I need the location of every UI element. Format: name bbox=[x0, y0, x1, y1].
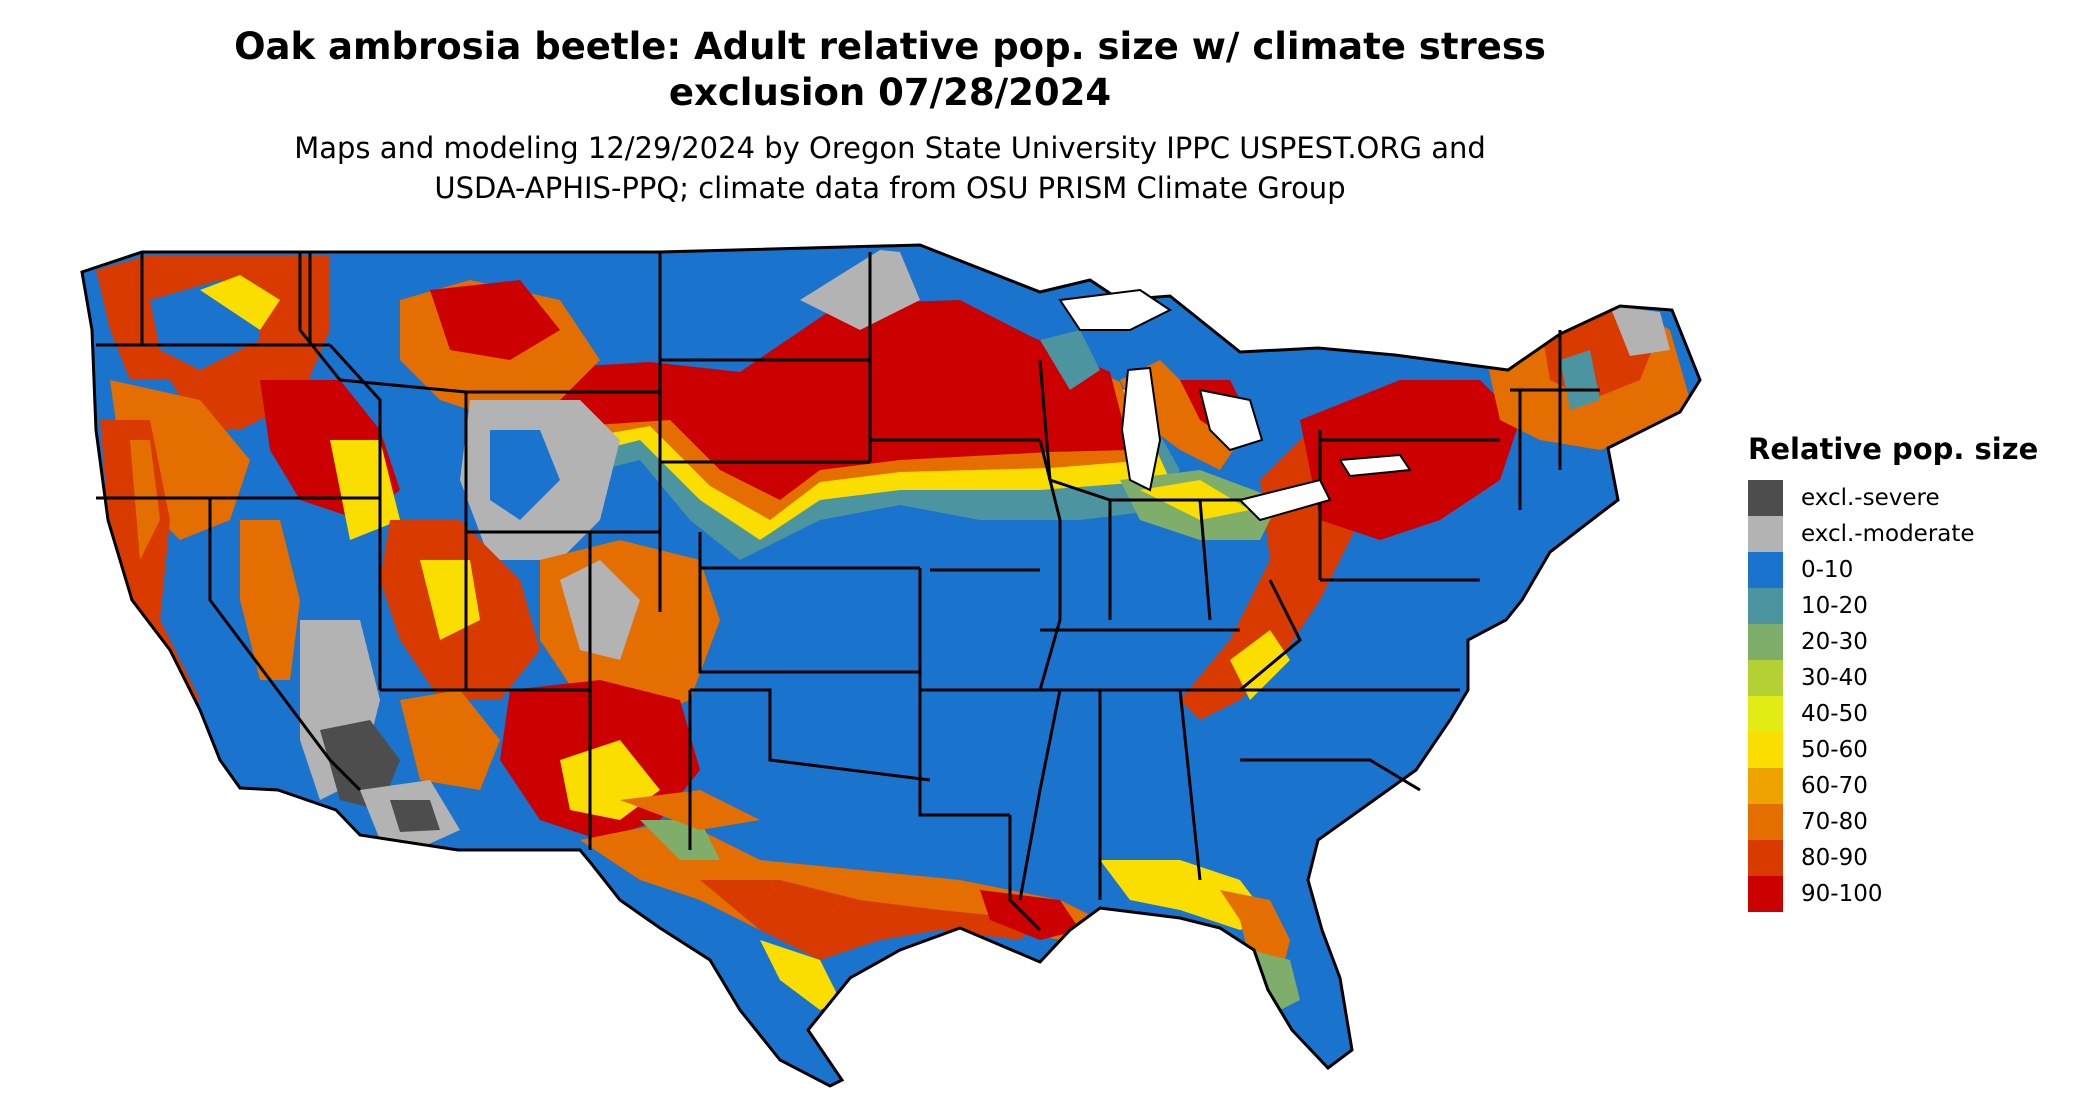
legend-swatch bbox=[1748, 876, 1783, 912]
legend-label: 0-10 bbox=[1801, 557, 1854, 583]
legend-item: 90-100 bbox=[1748, 876, 2038, 912]
great-lakes bbox=[1058, 288, 1412, 522]
legend-title: Relative pop. size bbox=[1748, 432, 2039, 466]
surface-50-60-idaho-south bbox=[330, 440, 400, 540]
border-al-ga bbox=[1178, 689, 1202, 881]
legend-item: excl.-severe bbox=[1748, 480, 2038, 516]
lake-erie bbox=[1238, 478, 1332, 522]
surface-20-30-florida bbox=[1250, 950, 1300, 1010]
legend-label: 20-30 bbox=[1801, 629, 1868, 655]
legend-rows: excl.-severe excl.-moderate 0-10 10-20 20-30… bbox=[1748, 480, 2038, 912]
legend-label: excl.-moderate bbox=[1801, 521, 1975, 547]
border-id-mt bbox=[328, 343, 382, 498]
legend-label: 60-70 bbox=[1801, 773, 1868, 799]
legend-label: 10-20 bbox=[1801, 593, 1868, 619]
map-title-line-1: Oak ambrosia beetle: Adult relative pop.… bbox=[234, 25, 1546, 68]
legend: Relative pop. size excl.-severe excl.-mod… bbox=[1748, 432, 2038, 912]
surface-80-90-gulf-coast bbox=[700, 880, 1040, 960]
legend-label: 30-40 bbox=[1801, 665, 1868, 691]
border-wi-il bbox=[1049, 478, 1111, 502]
lake-huron bbox=[1198, 388, 1264, 452]
surface-90-100-new-york bbox=[1300, 380, 1520, 540]
map-title-line-2: exclusion 07/28/2024 bbox=[668, 71, 1112, 114]
map-subtitle-line-2: USDA-APHIS-PPQ; climate data from OSU PR… bbox=[434, 171, 1346, 205]
border-ms-ar bbox=[1018, 689, 1062, 901]
legend-swatch bbox=[1748, 696, 1783, 732]
legend-item: 20-30 bbox=[1748, 624, 2038, 660]
surface-excl-moderate-maine bbox=[1610, 306, 1670, 356]
border-ar-la-ms bbox=[1008, 815, 1042, 932]
border-ca-nv bbox=[208, 498, 362, 792]
legend-swatch bbox=[1748, 480, 1783, 516]
map-title: Oak ambrosia beetle: Adult relative pop.… bbox=[160, 24, 1620, 116]
surface-excl-moderate-north-dakota bbox=[800, 250, 920, 330]
legend-label: 70-80 bbox=[1801, 809, 1868, 835]
legend-item: 80-90 bbox=[1748, 840, 2038, 876]
surface-90-100-louisiana bbox=[980, 890, 1080, 940]
legend-item: 0-10 bbox=[1748, 552, 2038, 588]
surface-50-60-south-texas bbox=[760, 940, 840, 1010]
surface-0-10-wyoming-basin bbox=[490, 430, 560, 520]
surface-90-100-north-central bbox=[520, 300, 1130, 500]
legend-label: 50-60 bbox=[1801, 737, 1868, 763]
surface-10-20-vermont bbox=[1560, 350, 1600, 410]
lake-michigan bbox=[1120, 366, 1162, 492]
legend-swatch bbox=[1748, 588, 1783, 624]
legend-swatch bbox=[1748, 732, 1783, 768]
border-ks-mo-ar bbox=[918, 568, 1010, 817]
map-subtitle: Maps and modeling 12/29/2024 by Oregon S… bbox=[160, 128, 1620, 208]
legend-item: 60-70 bbox=[1748, 768, 2038, 804]
legend-item: 30-40 bbox=[1748, 660, 2038, 696]
legend-label: 90-100 bbox=[1801, 881, 1883, 907]
surface-80-90-california-coast bbox=[100, 420, 200, 720]
legend-swatch bbox=[1748, 552, 1783, 588]
surface-50-60-gulf-states bbox=[1100, 860, 1270, 930]
legend-item: 40-50 bbox=[1748, 696, 2038, 732]
state-boundaries bbox=[80, 243, 1702, 1088]
legend-swatch bbox=[1748, 840, 1783, 876]
legend-item: 10-20 bbox=[1748, 588, 2038, 624]
surface-50-60-idaho-panhandle bbox=[200, 275, 280, 330]
lake-ontario bbox=[1338, 453, 1412, 478]
surface-70-80-california-coast bbox=[130, 440, 160, 560]
surface-10-20-upper-peninsula bbox=[1040, 330, 1100, 390]
lake-superior bbox=[1058, 288, 1172, 331]
map-subtitle-line-1: Maps and modeling 12/29/2024 by Oregon S… bbox=[294, 131, 1486, 165]
surface-excl-severe-sonoran bbox=[390, 800, 440, 832]
legend-item: 70-80 bbox=[1748, 804, 2038, 840]
border-wi-mn bbox=[1038, 359, 1052, 481]
legend-swatch bbox=[1748, 624, 1783, 660]
border-ok-tx bbox=[690, 688, 931, 782]
surface-70-80-arizona-rim bbox=[400, 690, 500, 790]
legend-swatch bbox=[1748, 768, 1783, 804]
border-in-oh bbox=[1198, 499, 1212, 621]
surface-excl-moderate-colorado bbox=[560, 560, 640, 660]
legend-swatch bbox=[1748, 660, 1783, 696]
legend-label: 40-50 bbox=[1801, 701, 1868, 727]
surface-layer bbox=[82, 245, 1700, 1086]
legend-swatch bbox=[1748, 516, 1783, 552]
legend-label: excl.-severe bbox=[1801, 485, 1940, 511]
us-relative-pop-size-map bbox=[80, 243, 1702, 1088]
border-id-mt-wy bbox=[298, 252, 467, 394]
surface-50-60-appalachians bbox=[1230, 630, 1290, 700]
border-nc-sc bbox=[1240, 758, 1421, 792]
border-co-ks bbox=[698, 532, 920, 674]
legend-item: 50-60 bbox=[1748, 732, 2038, 768]
legend-label: 80-90 bbox=[1801, 845, 1868, 871]
surface-70-80-sierra bbox=[240, 520, 300, 680]
surface-90-100-montana bbox=[430, 280, 560, 360]
legend-swatch bbox=[1748, 804, 1783, 840]
border-wv-va bbox=[1239, 579, 1302, 692]
legend-item: excl.-moderate bbox=[1748, 516, 2038, 552]
